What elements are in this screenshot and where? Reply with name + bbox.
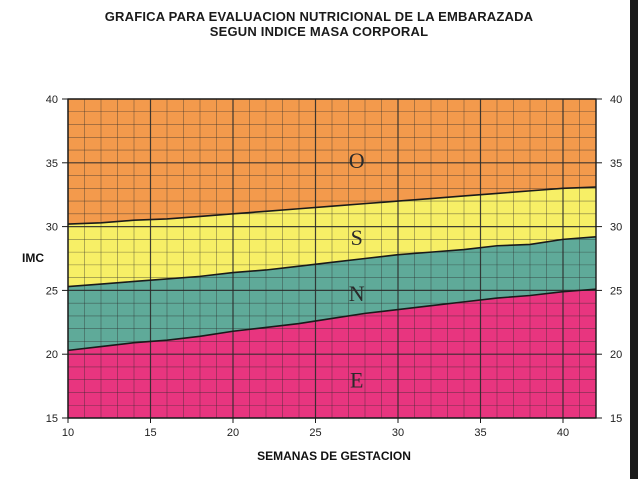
boundary-line-s-o (67, 186, 597, 225)
y-tick-label-right: 40 (610, 94, 622, 106)
x-tick-label: 25 (309, 427, 321, 439)
x-tick-label: 30 (392, 427, 404, 439)
y-tick-label-left: 35 (46, 158, 58, 170)
y-tick-label-right: 20 (610, 349, 622, 361)
x-tick-label: 15 (144, 427, 156, 439)
zone-label-n: N (349, 281, 365, 306)
y-tick-label-right: 25 (610, 285, 622, 297)
x-tick-label: 20 (227, 427, 239, 439)
zone-label-e: E (350, 368, 363, 393)
y-tick-label-right: 15 (610, 413, 622, 425)
zone-label-o: O (349, 148, 365, 173)
plot-border (67, 98, 597, 419)
boundary-line-n-s (67, 236, 597, 288)
y-tick-label-left: 40 (46, 94, 58, 106)
zone-label-s: S (351, 225, 363, 250)
chart-title-line-1: GRAFICA PARA EVALUACION NUTRICIONAL DE L… (104, 9, 534, 24)
y-tick-label-left: 25 (46, 285, 58, 297)
y-axis-title: IMC (22, 251, 44, 265)
x-tick-label: 35 (474, 427, 486, 439)
chart-title-line-2: SEGUN INDICE MASA CORPORAL (209, 24, 429, 39)
y-tick-label-right: 30 (610, 222, 622, 234)
x-axis-title: SEMANAS DE GESTACION (257, 449, 411, 463)
boundary-line-e-n (67, 288, 597, 352)
y-tick-label-left: 30 (46, 222, 58, 234)
x-tick-label: 40 (557, 427, 569, 439)
y-tick-label-left: 15 (46, 413, 58, 425)
window-edge (630, 0, 638, 479)
x-tick-label: 10 (62, 427, 74, 439)
y-tick-label-right: 35 (610, 158, 622, 170)
y-tick-label-left: 20 (46, 349, 58, 361)
